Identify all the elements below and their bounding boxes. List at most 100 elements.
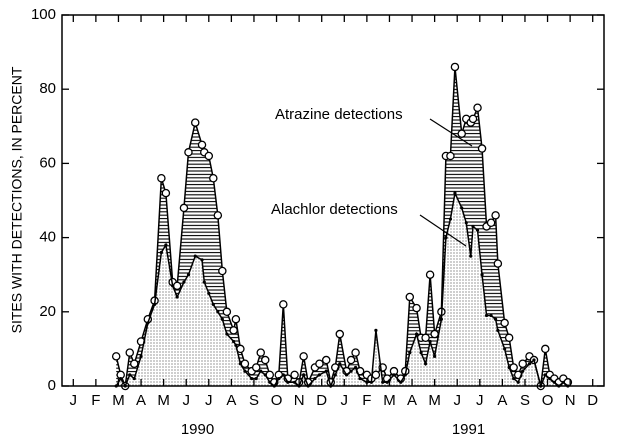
area: [116, 193, 568, 386]
marker: [471, 224, 475, 229]
marker: [197, 140, 207, 150]
marker: [220, 317, 224, 321]
y-tick-label: 80: [39, 80, 56, 97]
x-tick-label: J: [182, 392, 190, 409]
marker: [286, 380, 290, 384]
marker: [561, 380, 565, 384]
marker: [473, 103, 482, 113]
marker: [193, 254, 197, 258]
x-tick-label: D: [316, 392, 327, 409]
marker: [279, 300, 288, 309]
marker: [349, 369, 353, 373]
marker: [346, 355, 356, 365]
marker: [421, 333, 430, 343]
marker: [484, 313, 489, 318]
marker: [425, 270, 435, 279]
year-label: 1991: [452, 421, 485, 438]
y-tick-label: 0: [48, 377, 56, 394]
marker: [468, 114, 478, 124]
x-tick-label: J: [205, 392, 213, 409]
marker: [344, 373, 349, 377]
marker: [125, 348, 135, 357]
marker: [392, 373, 396, 377]
x-tick-label: D: [587, 392, 598, 409]
marker: [315, 359, 324, 368]
marker: [403, 373, 407, 377]
marker: [186, 273, 191, 277]
marker: [419, 351, 423, 355]
marker: [263, 373, 267, 377]
x-tick-label: N: [294, 392, 305, 409]
x-tick-label: F: [91, 392, 100, 409]
year-label: 1990: [181, 421, 214, 438]
x-tick-label: N: [565, 392, 576, 409]
marker: [457, 129, 466, 138]
marker: [338, 362, 342, 366]
marker: [335, 329, 345, 339]
marker: [190, 118, 200, 127]
marker: [532, 358, 536, 362]
marker: [119, 376, 123, 381]
leader-line: [419, 214, 467, 247]
marker: [159, 250, 163, 255]
marker: [209, 173, 218, 183]
marker: [408, 351, 412, 355]
x-tick-label: J: [453, 392, 461, 409]
marker: [152, 302, 157, 306]
marker: [369, 380, 373, 384]
x-tick-label: J: [476, 392, 484, 409]
marker: [374, 328, 378, 332]
marker: [299, 352, 308, 361]
marker: [222, 307, 232, 317]
marker: [161, 188, 171, 198]
marker: [381, 380, 385, 384]
marker: [548, 376, 552, 381]
marker: [218, 266, 227, 276]
marker: [464, 221, 468, 225]
marker: [496, 328, 500, 332]
marker: [414, 332, 419, 336]
x-tick-label: M: [157, 392, 170, 409]
marker: [503, 347, 507, 351]
marker: [172, 281, 182, 291]
marker: [430, 329, 439, 339]
marker: [475, 228, 480, 232]
y-tick-label: 100: [31, 6, 56, 23]
marker: [277, 376, 281, 381]
marker: [480, 273, 484, 277]
marker: [385, 380, 389, 384]
x-tick-label: O: [271, 392, 283, 409]
marker: [128, 373, 132, 377]
marker: [232, 339, 236, 344]
x-tick-label: S: [249, 392, 259, 409]
marker: [518, 359, 527, 368]
x-tick-label: A: [497, 392, 507, 409]
marker: [351, 348, 360, 357]
marker: [527, 362, 532, 366]
marker: [268, 380, 272, 384]
x-tick-label: A: [407, 392, 417, 409]
marker: [494, 317, 498, 321]
marker: [229, 326, 238, 335]
marker: [179, 203, 189, 213]
marker: [500, 318, 509, 328]
marker: [164, 243, 168, 247]
marker: [493, 259, 503, 268]
marker: [207, 291, 211, 295]
marker: [260, 355, 270, 365]
annotation: Alachlor detections: [271, 201, 398, 218]
marker: [302, 373, 306, 377]
marker: [371, 370, 381, 380]
marker: [541, 344, 550, 354]
marker: [324, 369, 328, 373]
marker: [446, 151, 455, 161]
y-tick-label: 40: [39, 229, 56, 246]
annotation: Atrazine detections: [275, 106, 403, 123]
marker: [200, 258, 204, 262]
x-tick-label: A: [226, 392, 236, 409]
marker: [489, 313, 493, 318]
marker: [358, 376, 362, 381]
marker: [132, 376, 136, 381]
marker: [477, 144, 487, 153]
x-tick-label: M: [428, 392, 441, 409]
